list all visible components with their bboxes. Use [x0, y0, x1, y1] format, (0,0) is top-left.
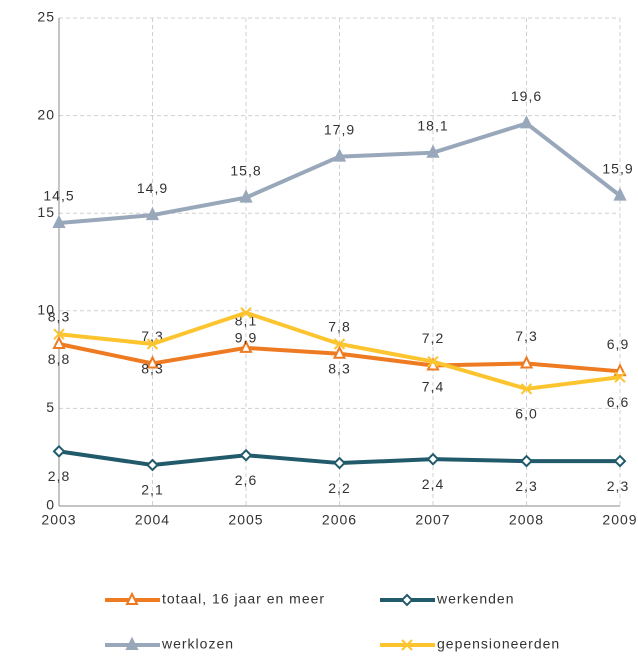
marker: [239, 339, 253, 353]
data-label: 14,5: [43, 188, 74, 204]
legend-label: werklozen: [161, 636, 234, 652]
y-tick-label: 15: [37, 204, 55, 220]
data-label: 2,3: [607, 478, 629, 494]
legend-marker: [401, 639, 413, 651]
x-tick-label: 2007: [415, 512, 450, 528]
data-label: 19,6: [511, 88, 542, 104]
x-tick-label: 2003: [41, 512, 76, 528]
marker: [52, 214, 66, 228]
data-label: 17,9: [324, 121, 355, 137]
marker: [333, 456, 346, 470]
marker: [426, 452, 440, 466]
marker: [520, 383, 533, 395]
data-label: 2,6: [235, 472, 257, 488]
marker: [332, 345, 347, 359]
data-label: 8,8: [48, 351, 70, 367]
marker: [613, 454, 627, 468]
data-label: 15,8: [230, 162, 261, 178]
data-label: 6,0: [515, 406, 537, 422]
data-label: 7,3: [515, 328, 537, 344]
y-tick-label: 5: [46, 399, 55, 415]
data-label: 14,9: [137, 180, 168, 196]
marker: [146, 458, 159, 472]
x-tick-label: 2009: [602, 512, 637, 528]
marker: [519, 115, 534, 129]
data-label: 8,3: [141, 361, 163, 377]
data-label: 2,1: [141, 482, 163, 498]
legend-marker: [125, 591, 139, 605]
data-label: 9,9: [235, 329, 257, 345]
y-tick-label: 10: [37, 302, 55, 318]
data-label: 2,3: [515, 478, 537, 494]
x-tick-label: 2005: [228, 512, 263, 528]
legend-label: totaal, 16 jaar en meer: [162, 591, 325, 607]
x-tick-label: 2004: [135, 512, 170, 528]
marker: [614, 371, 626, 383]
data-label: 8,3: [48, 309, 70, 325]
x-tick-label: 2008: [509, 512, 544, 528]
marker: [145, 355, 160, 369]
marker: [333, 338, 346, 350]
legend-marker: [400, 593, 414, 607]
data-label: 6,9: [607, 336, 629, 352]
y-tick-label: 20: [37, 106, 55, 122]
y-tick-label: 25: [37, 9, 55, 25]
data-label: 15,9: [602, 160, 633, 176]
marker: [239, 189, 253, 203]
marker: [239, 448, 253, 462]
y-tick-label: 0: [46, 497, 55, 513]
data-label: 18,1: [417, 117, 448, 133]
legend-marker: [125, 636, 139, 650]
marker: [332, 148, 347, 162]
data-label: 7,2: [422, 330, 444, 346]
marker: [53, 328, 65, 340]
data-label: 6,6: [607, 394, 629, 410]
marker: [426, 144, 440, 158]
data-label: 7,8: [328, 318, 350, 334]
marker: [613, 363, 627, 377]
marker: [427, 355, 439, 368]
marker: [613, 187, 627, 201]
x-tick-label: 2006: [322, 512, 357, 528]
legend-label: werkenden: [436, 591, 515, 607]
marker: [240, 307, 252, 319]
data-label: 2,8: [48, 468, 70, 484]
marker: [146, 338, 159, 350]
marker: [52, 335, 66, 349]
data-label: 7,4: [422, 378, 444, 394]
data-label: 2,2: [328, 480, 350, 496]
data-label: 8,3: [328, 361, 350, 377]
data-label: 2,4: [422, 476, 444, 492]
marker: [519, 355, 534, 369]
marker: [520, 454, 533, 468]
marker: [145, 206, 160, 221]
legend-label: gepensioneerden: [437, 636, 560, 652]
marker: [52, 444, 66, 458]
